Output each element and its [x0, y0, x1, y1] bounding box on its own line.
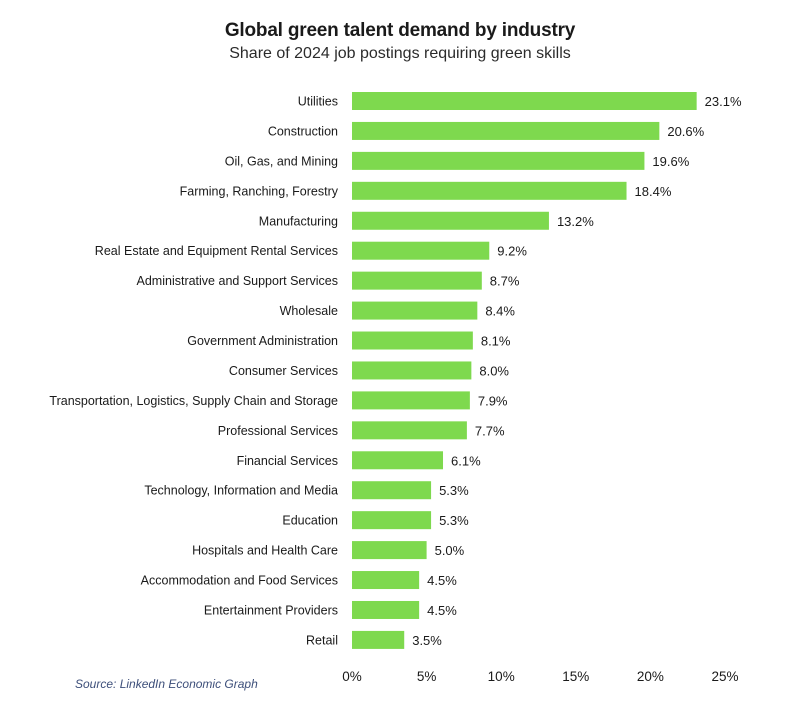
data-label: 13.2% [557, 214, 594, 229]
category-label: Farming, Ranching, Forestry [180, 184, 339, 198]
bar [352, 451, 444, 470]
data-label: 4.5% [427, 603, 457, 618]
bar [352, 571, 420, 590]
category-label: Financial Services [237, 454, 338, 468]
data-label: 19.6% [652, 154, 689, 169]
data-label: 8.4% [485, 304, 515, 319]
bar [352, 391, 470, 410]
category-label: Hospitals and Health Care [192, 544, 338, 558]
category-label: Administrative and Support Services [137, 274, 338, 288]
category-label: Entertainment Providers [204, 603, 338, 617]
x-tick-label: 10% [488, 669, 515, 684]
data-label: 6.1% [451, 453, 481, 468]
category-label: Technology, Information and Media [144, 484, 338, 498]
bar [352, 630, 405, 649]
bar [352, 92, 697, 110]
category-label: Retail [306, 633, 338, 647]
bar [352, 541, 427, 560]
x-tick-label: 5% [417, 669, 437, 684]
bar [352, 361, 472, 380]
category-label: Accommodation and Food Services [141, 574, 338, 588]
bar [352, 600, 420, 619]
bar [352, 181, 627, 200]
category-label: Education [282, 514, 338, 528]
data-label: 5.3% [439, 483, 469, 498]
x-tick-label: 15% [562, 669, 589, 684]
data-label: 5.0% [435, 543, 465, 558]
category-label: Real Estate and Equipment Rental Service… [95, 244, 338, 258]
source-note: Source: LinkedIn Economic Graph [75, 677, 258, 691]
bar [352, 241, 490, 260]
x-tick-label: 20% [637, 669, 664, 684]
data-label: 18.4% [635, 184, 672, 199]
data-label: 7.9% [478, 393, 508, 408]
category-label: Oil, Gas, and Mining [225, 154, 338, 168]
category-label: Consumer Services [229, 364, 338, 378]
data-label: 8.1% [481, 334, 511, 349]
x-tick-label: 25% [711, 669, 738, 684]
chart-subtitle: Share of 2024 job postings requiring gre… [229, 45, 571, 62]
category-label: Manufacturing [259, 214, 338, 228]
category-label: Utilities [298, 95, 338, 109]
bar [352, 121, 660, 140]
bar [352, 211, 549, 230]
chart-title: Global green talent demand by industry [224, 20, 576, 41]
bar [352, 511, 432, 530]
category-label: Transportation, Logistics, Supply Chain … [49, 394, 338, 408]
data-label: 5.3% [439, 513, 469, 528]
category-label: Construction [268, 124, 338, 138]
data-label: 4.5% [427, 573, 457, 588]
data-label: 20.6% [667, 124, 704, 139]
category-label: Government Administration [187, 334, 338, 348]
bar [352, 481, 432, 500]
data-label: 8.0% [479, 363, 509, 378]
bar [352, 151, 645, 170]
category-label: Wholesale [280, 304, 338, 318]
data-label: 3.5% [412, 633, 442, 648]
data-label: 8.7% [490, 274, 520, 289]
category-label: Professional Services [218, 424, 338, 438]
data-label: 23.1% [705, 94, 742, 109]
data-label: 7.7% [475, 423, 505, 438]
data-label: 9.2% [497, 244, 527, 259]
bar [352, 421, 467, 440]
bar [352, 301, 478, 320]
x-tick-label: 0% [342, 669, 362, 684]
bar [352, 271, 482, 290]
bar [352, 331, 473, 350]
